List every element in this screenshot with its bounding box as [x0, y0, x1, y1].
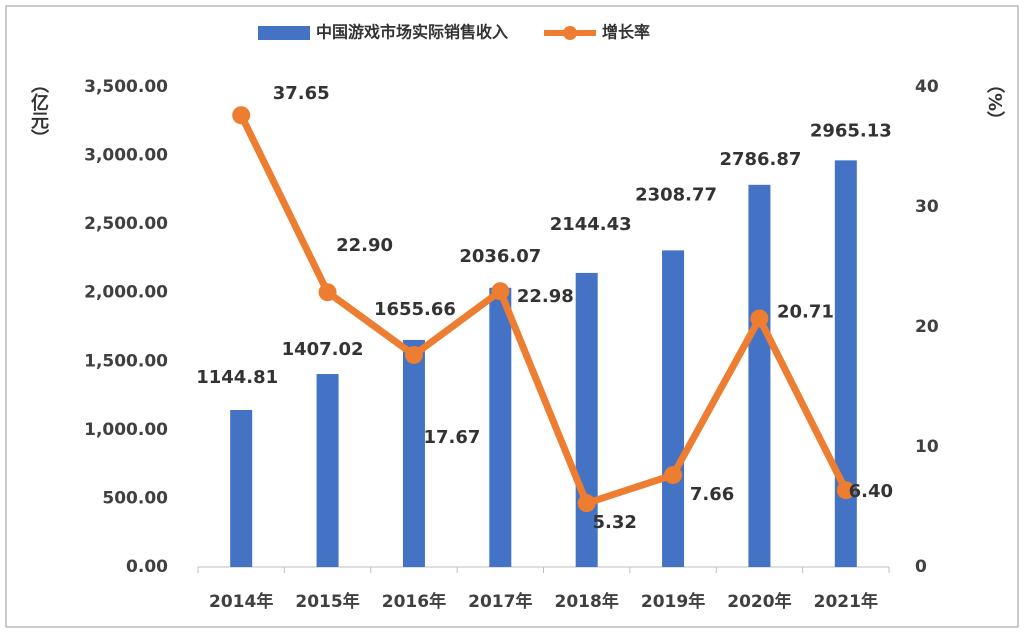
- y-tick-label: 3,500.00: [84, 77, 168, 97]
- bar-value-label: 1144.81: [196, 367, 278, 388]
- bar-value-label: 2144.43: [550, 214, 632, 235]
- bar: [748, 184, 771, 567]
- y-tick-label: 3,000.00: [84, 146, 168, 166]
- line: [238, 113, 849, 507]
- line-point: [836, 481, 855, 500]
- x-tick-label: 2016年: [382, 591, 446, 612]
- bar: [662, 250, 685, 567]
- y-tick-label: 2,000.00: [84, 283, 168, 303]
- legend-label: 增长率: [602, 23, 650, 42]
- y-tick-label: 2,500.00: [84, 214, 168, 234]
- legend-label: 中国游戏市场实际销售收入: [316, 23, 508, 42]
- bar: [489, 287, 512, 567]
- y2-tick-label: 40: [915, 77, 939, 97]
- y-tick-label: 0.00: [126, 557, 168, 577]
- line-value-label: 22.98: [517, 286, 574, 307]
- y2-tick-label: 10: [915, 437, 939, 457]
- line-value-label: 7.66: [690, 484, 734, 505]
- line-value-label: 6.40: [849, 481, 893, 502]
- line-point: [577, 494, 596, 513]
- legend-swatch: [258, 26, 310, 40]
- line-value-label: 5.32: [592, 512, 636, 533]
- bar-value-label: 2786.87: [719, 149, 801, 170]
- line-value-label: 22.90: [336, 235, 393, 256]
- bar-value-label: 2308.77: [635, 184, 717, 205]
- bar-value-label: 1655.66: [374, 299, 456, 320]
- line-point: [404, 345, 423, 364]
- y2-tick-label: 0: [915, 557, 927, 577]
- line-value-label: 37.65: [273, 83, 330, 104]
- bar: [834, 160, 857, 567]
- line-point: [232, 106, 251, 125]
- x-tick-label: 2015年: [295, 591, 359, 612]
- bar: [230, 409, 253, 567]
- line-point: [664, 466, 683, 485]
- x-tick-label: 2019年: [641, 591, 705, 612]
- x-tick-label: 2017年: [468, 591, 532, 612]
- y2-axis-title: （%）: [984, 75, 1005, 129]
- x-tick-label: 2018年: [555, 591, 619, 612]
- bar: [316, 374, 339, 567]
- line-value-label: 17.67: [423, 427, 480, 448]
- line-point: [750, 309, 769, 328]
- y-tick-label: 1,000.00: [84, 420, 168, 440]
- line-point: [318, 283, 337, 302]
- y2-tick-label: 30: [915, 197, 939, 217]
- line-value-label: 20.71: [777, 301, 834, 322]
- y-tick-label: 1,500.00: [84, 351, 168, 371]
- legend-marker: [563, 26, 578, 40]
- x-tick-label: 2020年: [727, 591, 791, 612]
- y-tick-label: 500.00: [102, 488, 168, 508]
- bar-value-label: 1407.02: [282, 339, 364, 360]
- bar: [402, 339, 425, 567]
- y-axis-title: （亿元）: [28, 75, 49, 147]
- x-tick-label: 2014年: [209, 591, 273, 612]
- line-point: [491, 282, 510, 301]
- y2-tick-label: 20: [915, 317, 939, 337]
- bar-value-label: 2036.07: [459, 246, 541, 267]
- bar-value-label: 2965.13: [810, 120, 892, 141]
- x-tick-label: 2021年: [814, 591, 878, 612]
